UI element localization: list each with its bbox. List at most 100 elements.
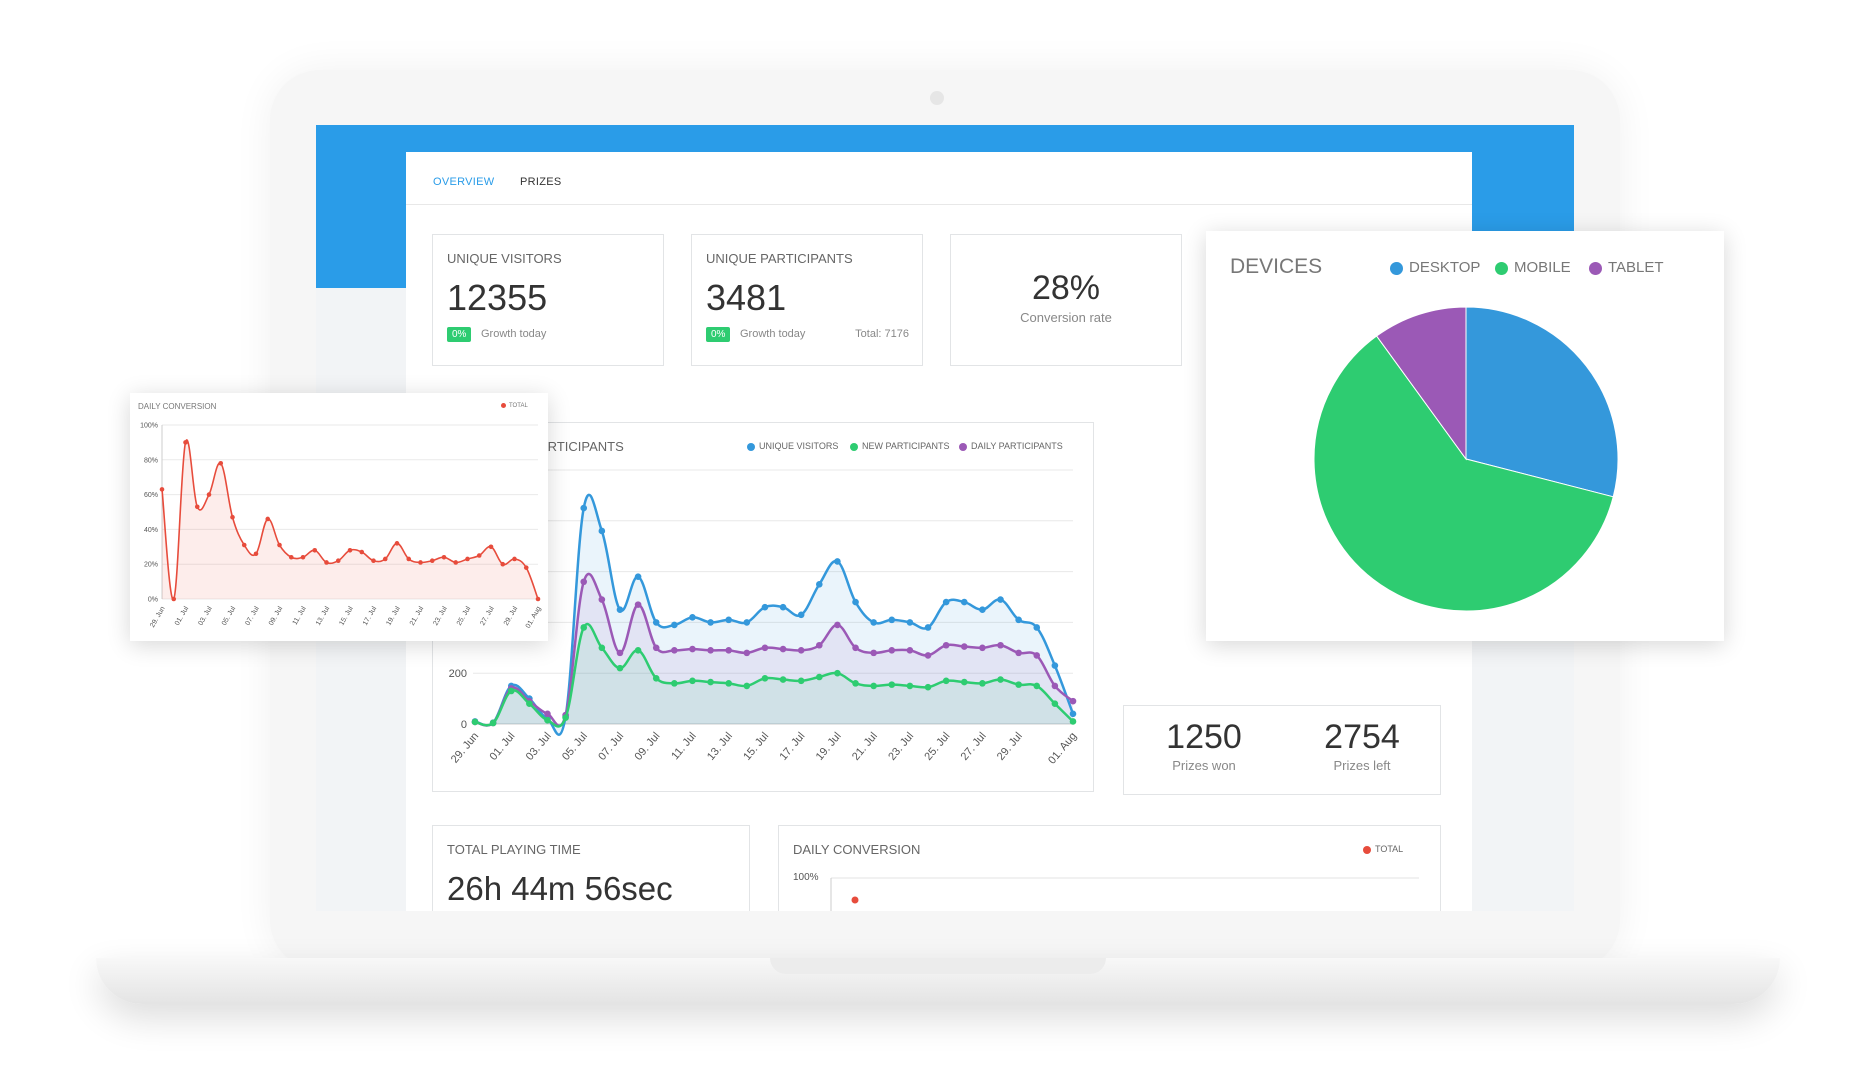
data-point: [689, 677, 696, 685]
data-point: [797, 677, 805, 685]
data-point: [241, 542, 247, 548]
popup-title: DAILY CONVERSION: [138, 402, 217, 411]
tab-prizes[interactable]: PRIZES: [520, 176, 562, 188]
prizes-card: 1250 Prizes won 2754 Prizes left: [1123, 705, 1441, 795]
data-point: [1069, 697, 1077, 705]
card-label: TOTAL PLAYING TIME: [447, 842, 581, 857]
legend-dot-icon: [1495, 261, 1508, 275]
data-point: [598, 596, 606, 603]
data-point: [634, 647, 642, 654]
data-point: [888, 647, 896, 654]
series-area: [475, 494, 1073, 735]
card-label: DAILY CONVERSION: [793, 842, 921, 857]
data-point: [743, 619, 751, 626]
devices-card: DEVICES DESKTOP MOBILE TABLET: [1206, 231, 1724, 641]
data-point: [725, 616, 732, 624]
data-point: [616, 606, 624, 613]
tab-overview[interactable]: OVERVIEW: [433, 176, 495, 188]
data-point: [394, 541, 400, 546]
data-point: [942, 677, 950, 685]
data-point: [183, 440, 188, 445]
data-point: [707, 647, 714, 654]
data-point: [580, 504, 588, 512]
data-point: [406, 556, 412, 562]
legend-mobile[interactable]: MOBILE: [1495, 259, 1571, 276]
x-tick-label: 11. Jul: [669, 730, 699, 762]
data-point: [300, 554, 306, 560]
legend-unique-visitors[interactable]: UNIQUE VISITORS: [747, 441, 838, 451]
data-point: [852, 680, 859, 687]
data-point: [743, 649, 751, 657]
data-point: [743, 682, 751, 690]
data-point: [429, 558, 435, 564]
pie-slice-mobile: [1313, 335, 1614, 612]
data-point: [888, 681, 896, 688]
data-point: [359, 549, 365, 555]
data-point: [471, 718, 479, 726]
data-point: [689, 645, 696, 653]
x-tick-label: 25. Jul: [922, 730, 952, 763]
data-point: [171, 596, 177, 602]
data-point: [194, 504, 200, 510]
data-point: [288, 554, 294, 560]
y-tick-label: 20%: [144, 562, 158, 569]
legend-total[interactable]: TOTAL: [501, 403, 528, 409]
pie-slice-tablet: [1375, 306, 1467, 461]
legend-total[interactable]: TOTAL: [1363, 844, 1403, 854]
data-point: [347, 547, 353, 553]
devices-pie-chart: [1313, 306, 1619, 612]
data-point: [598, 527, 606, 535]
card-label: UNIQUE PARTICIPANTS: [706, 251, 853, 266]
data-point: [960, 678, 968, 686]
legend-tablet[interactable]: TABLET: [1589, 259, 1664, 276]
x-tick-label: 23. Jul: [432, 605, 449, 627]
prizes-left-label: Prizes left: [1333, 758, 1391, 773]
x-tick-label: 01. Aug: [525, 605, 543, 629]
data-point: [816, 581, 823, 588]
daily-conversion-line-chart: 0% 20% 40% 60% 80% 100% 29. Jun 01. Jul 03. Jul 0…: [140, 423, 543, 630]
growth-text: Growth today: [740, 328, 806, 340]
pie-slice-desktop: [1465, 306, 1619, 498]
x-tick-label: 01. Jul: [174, 605, 191, 627]
legend-daily-participants[interactable]: DAILY PARTICIPANTS: [959, 441, 1063, 451]
y-tick-label: 100%: [140, 423, 158, 430]
data-point: [725, 680, 732, 687]
legend-new-participants[interactable]: NEW PARTICIPANTS: [850, 441, 950, 451]
data-point: [652, 644, 660, 652]
x-tick-label: 21. Jul: [409, 605, 426, 627]
conversion-card: 28% Conversion rate: [950, 234, 1182, 366]
data-point: [476, 553, 482, 558]
data-point: [523, 565, 529, 570]
data-point: [816, 641, 823, 649]
prizes-won-value: 1250: [1166, 718, 1242, 756]
data-point: [942, 641, 950, 649]
data-point: [671, 680, 678, 687]
series-line: [474, 572, 1074, 728]
data-point: [324, 560, 329, 565]
legend-dot-icon: [959, 442, 967, 451]
x-tick-label: 23. Jul: [886, 730, 916, 763]
x-tick-label: 09. Jul: [632, 730, 662, 763]
data-point: [1051, 682, 1059, 690]
x-tick-label: 15. Jul: [741, 730, 771, 763]
data-point: [979, 606, 986, 613]
playing-time-card: TOTAL PLAYING TIME 26h 44m 56sec: [432, 825, 750, 911]
unique-participants-value: 3481: [706, 277, 787, 318]
data-point: [652, 674, 660, 682]
data-point: [1051, 662, 1059, 669]
data-point: [979, 680, 986, 687]
data-point: [1033, 624, 1041, 631]
data-point: [544, 716, 551, 724]
y-tick-label: 0: [461, 719, 467, 731]
series-line: [474, 623, 1074, 728]
data-point: [580, 624, 588, 631]
data-point: [997, 676, 1004, 683]
legend-dot-icon: [1363, 845, 1371, 854]
data-point: [253, 551, 259, 557]
data-point: [779, 603, 787, 611]
series-line: [161, 439, 539, 600]
legend-desktop[interactable]: DESKTOP: [1390, 259, 1480, 276]
series-area: [475, 624, 1073, 727]
data-point: [671, 621, 678, 629]
data-point: [1033, 682, 1041, 690]
